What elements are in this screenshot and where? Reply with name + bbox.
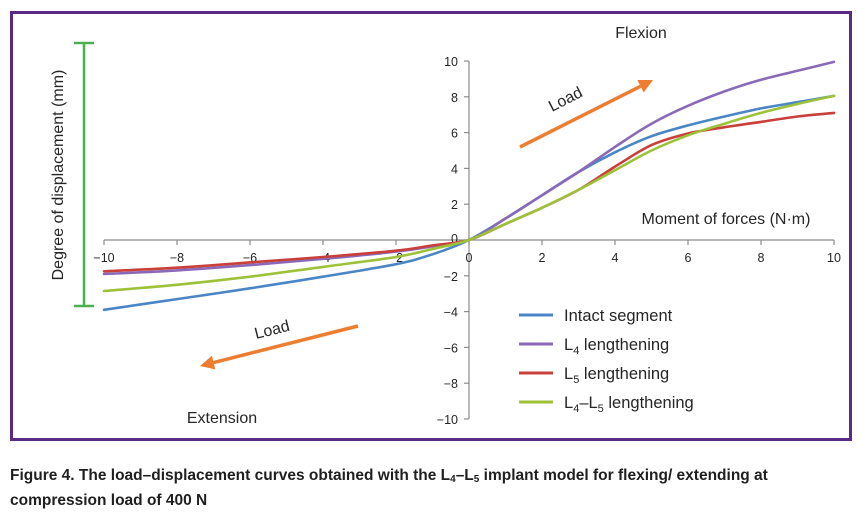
y-tick-label-zero: 0	[451, 232, 458, 246]
load-arrow-up	[519, 80, 653, 149]
legend-item-3: L5 lengthening	[519, 365, 669, 386]
load-label-up: Load	[546, 84, 585, 115]
y-tick-label: 4	[451, 162, 458, 176]
x-tick-label: −10	[93, 251, 114, 265]
x-tick-label: 10	[827, 251, 841, 265]
load-arrow-up-shaft	[519, 84, 642, 149]
y-tick-label: 2	[451, 198, 458, 212]
legend-item-2: L4 lengthening	[519, 336, 669, 357]
legend-label: L5 lengthening	[564, 365, 669, 386]
x-tick-label: 0	[466, 251, 473, 265]
x-tick-label: 6	[685, 251, 692, 265]
series-lines	[102, 60, 836, 312]
figure-frame	[10, 11, 852, 441]
x-tick-label: 8	[758, 251, 765, 265]
y-tick-label: 6	[451, 127, 458, 141]
x-axis-label: Moment of forces (N·m)	[642, 211, 811, 228]
annotations: Moment of forces (N·m) Degree of displace…	[50, 25, 810, 427]
load-arrow-up-head	[637, 80, 653, 93]
series-line-4	[102, 94, 836, 293]
y-tick-label: −10	[437, 413, 458, 427]
caption-part3: implant model for flexing/ extending at …	[10, 467, 768, 509]
load-arrow-down	[200, 324, 359, 370]
y-tick-label: −8	[444, 377, 458, 391]
flexion-label: Flexion	[615, 25, 667, 42]
extension-label: Extension	[187, 410, 257, 427]
caption-part2: –L	[455, 467, 474, 484]
load-arrow-down-shaft	[213, 324, 359, 365]
caption-part1: Figure 4. The load–displacement curves o…	[10, 467, 451, 484]
series-line-2	[102, 60, 836, 276]
caption-sub2: 5	[473, 474, 480, 485]
legend: Intact segment L4 lengthening L5 lengtheni…	[519, 307, 694, 415]
legend-item-4: L4–L5 lengthening	[519, 394, 694, 415]
y-tick-label: −2	[444, 270, 458, 284]
y-tick-label: 8	[451, 91, 458, 105]
caption-sub1: 4	[450, 474, 456, 485]
y-tick-label: 10	[444, 55, 458, 69]
y-tick-label: −4	[444, 306, 458, 320]
x-tick-label: 4	[612, 251, 619, 265]
y-tick-label: −6	[444, 341, 458, 355]
y-axis-label: Degree of displacement (mm)	[50, 70, 67, 281]
load-label-down: Load	[253, 318, 292, 343]
legend-item-1: Intact segment	[519, 307, 673, 325]
load-arrow-down-head	[200, 355, 216, 370]
legend-label: L4–L5 lengthening	[564, 394, 694, 415]
legend-label: Intact segment	[564, 307, 673, 325]
figure-caption: Figure 4. The load–displacement curves o…	[10, 465, 855, 511]
legend-label: L4 lengthening	[564, 336, 669, 357]
x-tick-label: 2	[539, 251, 546, 265]
x-tick-label: −8	[170, 251, 184, 265]
